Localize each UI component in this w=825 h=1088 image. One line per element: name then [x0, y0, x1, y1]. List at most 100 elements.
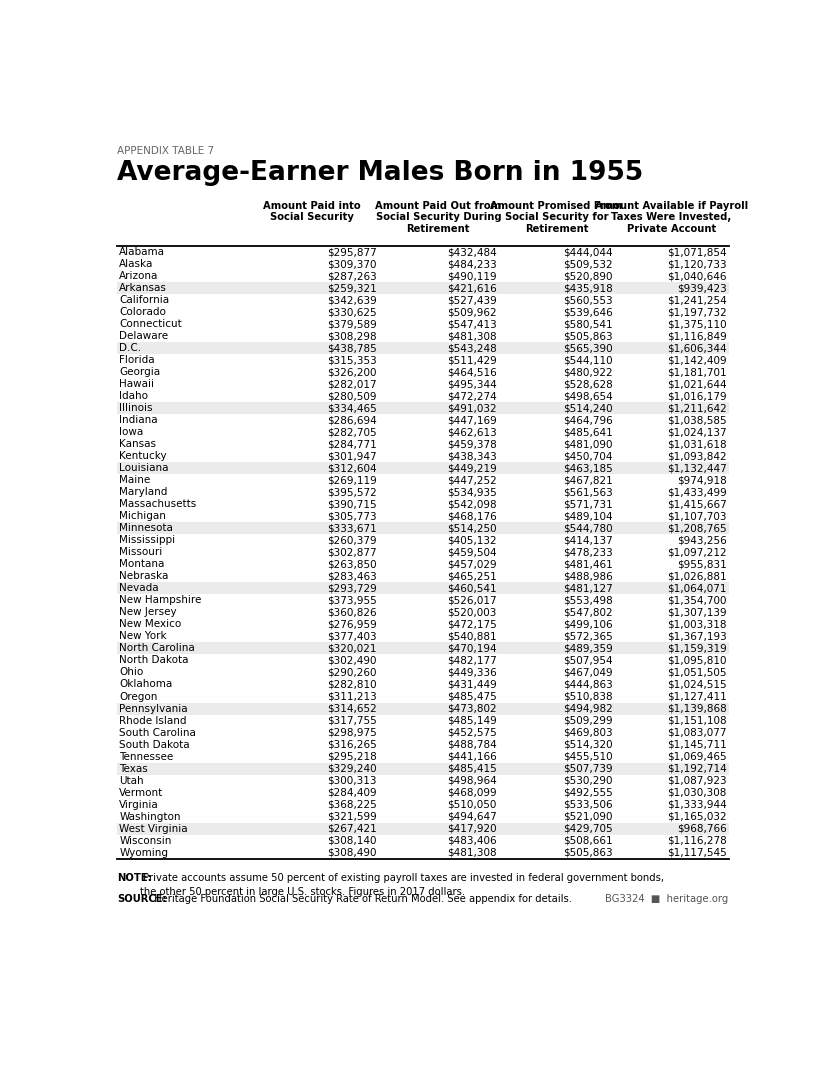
Text: $377,403: $377,403: [327, 631, 377, 642]
Text: $510,050: $510,050: [447, 800, 497, 809]
Text: $1,127,411: $1,127,411: [667, 692, 727, 702]
Text: Wyoming: Wyoming: [120, 848, 168, 857]
Text: Louisiana: Louisiana: [120, 463, 169, 473]
Text: Kansas: Kansas: [120, 440, 157, 449]
Text: $490,119: $490,119: [447, 271, 497, 281]
Text: $481,308: $481,308: [447, 848, 497, 857]
Text: Alaska: Alaska: [120, 259, 153, 269]
Bar: [117, 703, 728, 715]
Text: $283,463: $283,463: [327, 571, 377, 581]
Text: $498,654: $498,654: [563, 392, 613, 401]
Text: $267,421: $267,421: [327, 824, 377, 833]
Text: $395,572: $395,572: [327, 487, 377, 497]
Text: NOTE:: NOTE:: [117, 873, 152, 882]
Bar: [117, 522, 728, 534]
Text: $468,099: $468,099: [447, 788, 497, 798]
Text: Wisconsin: Wisconsin: [120, 836, 172, 845]
Bar: [117, 787, 728, 799]
Text: $317,755: $317,755: [327, 716, 377, 726]
Text: $499,106: $499,106: [563, 619, 613, 630]
Text: Maine: Maine: [120, 475, 151, 485]
Text: $432,484: $432,484: [447, 247, 497, 257]
Text: Massachusetts: Massachusetts: [120, 499, 196, 509]
Text: Utah: Utah: [120, 776, 144, 786]
Text: New Jersey: New Jersey: [120, 607, 177, 617]
Text: $280,509: $280,509: [328, 392, 377, 401]
Text: Average-Earner Males Born in 1955: Average-Earner Males Born in 1955: [117, 160, 644, 186]
Text: $485,149: $485,149: [447, 716, 497, 726]
Text: $1,181,701: $1,181,701: [667, 367, 727, 378]
Text: $472,175: $472,175: [447, 619, 497, 630]
Text: $263,850: $263,850: [327, 559, 377, 569]
Text: $1,117,545: $1,117,545: [667, 848, 727, 857]
Text: $405,132: $405,132: [447, 535, 497, 545]
Text: $455,510: $455,510: [563, 752, 613, 762]
Text: $450,704: $450,704: [563, 452, 613, 461]
Text: $539,646: $539,646: [563, 307, 613, 317]
Text: $1,333,944: $1,333,944: [667, 800, 727, 809]
Text: $1,093,842: $1,093,842: [667, 452, 727, 461]
Text: $459,378: $459,378: [447, 440, 497, 449]
Text: $494,982: $494,982: [563, 704, 613, 714]
Text: $542,098: $542,098: [447, 499, 497, 509]
Text: $1,142,409: $1,142,409: [667, 355, 727, 366]
Text: North Carolina: North Carolina: [120, 643, 196, 654]
Text: Oregon: Oregon: [120, 692, 158, 702]
Text: Iowa: Iowa: [120, 428, 144, 437]
Text: $509,962: $509,962: [447, 307, 497, 317]
Text: Arizona: Arizona: [120, 271, 158, 281]
Bar: [117, 294, 728, 306]
Text: $1,197,732: $1,197,732: [667, 307, 727, 317]
Text: $1,016,179: $1,016,179: [667, 392, 727, 401]
Text: $489,359: $489,359: [563, 643, 613, 654]
Bar: [117, 282, 728, 294]
Text: $449,219: $449,219: [447, 463, 497, 473]
Text: Nebraska: Nebraska: [120, 571, 169, 581]
Text: $481,127: $481,127: [563, 583, 613, 593]
Text: $300,313: $300,313: [328, 776, 377, 786]
Text: $571,731: $571,731: [563, 499, 613, 509]
Text: $315,353: $315,353: [327, 355, 377, 366]
Text: $1,132,447: $1,132,447: [667, 463, 727, 473]
Bar: [117, 534, 728, 546]
Bar: [117, 846, 728, 858]
Text: $514,240: $514,240: [563, 404, 613, 413]
Text: $561,563: $561,563: [563, 487, 613, 497]
Text: $1,165,032: $1,165,032: [667, 812, 727, 821]
Text: $1,038,585: $1,038,585: [667, 416, 727, 425]
Text: Private accounts assume 50 percent of existing payroll taxes are invested in fed: Private accounts assume 50 percent of ex…: [139, 873, 663, 897]
Text: $305,773: $305,773: [327, 511, 377, 521]
Bar: [117, 246, 728, 258]
Bar: [117, 342, 728, 355]
Text: $1,606,344: $1,606,344: [667, 343, 727, 354]
Text: $334,465: $334,465: [327, 404, 377, 413]
Text: $417,920: $417,920: [447, 824, 497, 833]
Text: Heritage Foundation Social Security Rate of Return Model. See appendix for detai: Heritage Foundation Social Security Rate…: [151, 894, 573, 904]
Text: Michigan: Michigan: [120, 511, 167, 521]
Text: $1,375,110: $1,375,110: [667, 319, 727, 330]
Bar: [117, 751, 728, 763]
Text: $421,616: $421,616: [447, 283, 497, 293]
Text: Indiana: Indiana: [120, 416, 158, 425]
Text: $1,003,318: $1,003,318: [667, 619, 727, 630]
Bar: [117, 498, 728, 510]
Bar: [117, 306, 728, 318]
Text: $444,044: $444,044: [563, 247, 613, 257]
Text: $1,145,711: $1,145,711: [667, 740, 727, 750]
Text: $464,516: $464,516: [447, 367, 497, 378]
Bar: [117, 403, 728, 415]
Bar: [117, 486, 728, 498]
Bar: [117, 775, 728, 787]
Text: $463,185: $463,185: [563, 463, 613, 473]
Text: $510,838: $510,838: [563, 692, 613, 702]
Text: Amount Paid Out from
Social Security During
Retirement: Amount Paid Out from Social Security Dur…: [375, 200, 502, 234]
Text: $473,802: $473,802: [447, 704, 497, 714]
Text: $342,639: $342,639: [327, 295, 377, 305]
Text: Arkansas: Arkansas: [120, 283, 167, 293]
Text: $1,051,505: $1,051,505: [667, 667, 727, 678]
Text: $509,299: $509,299: [563, 716, 613, 726]
Text: $295,218: $295,218: [327, 752, 377, 762]
Text: $465,251: $465,251: [447, 571, 497, 581]
Bar: [117, 355, 728, 367]
Text: $1,415,667: $1,415,667: [667, 499, 727, 509]
